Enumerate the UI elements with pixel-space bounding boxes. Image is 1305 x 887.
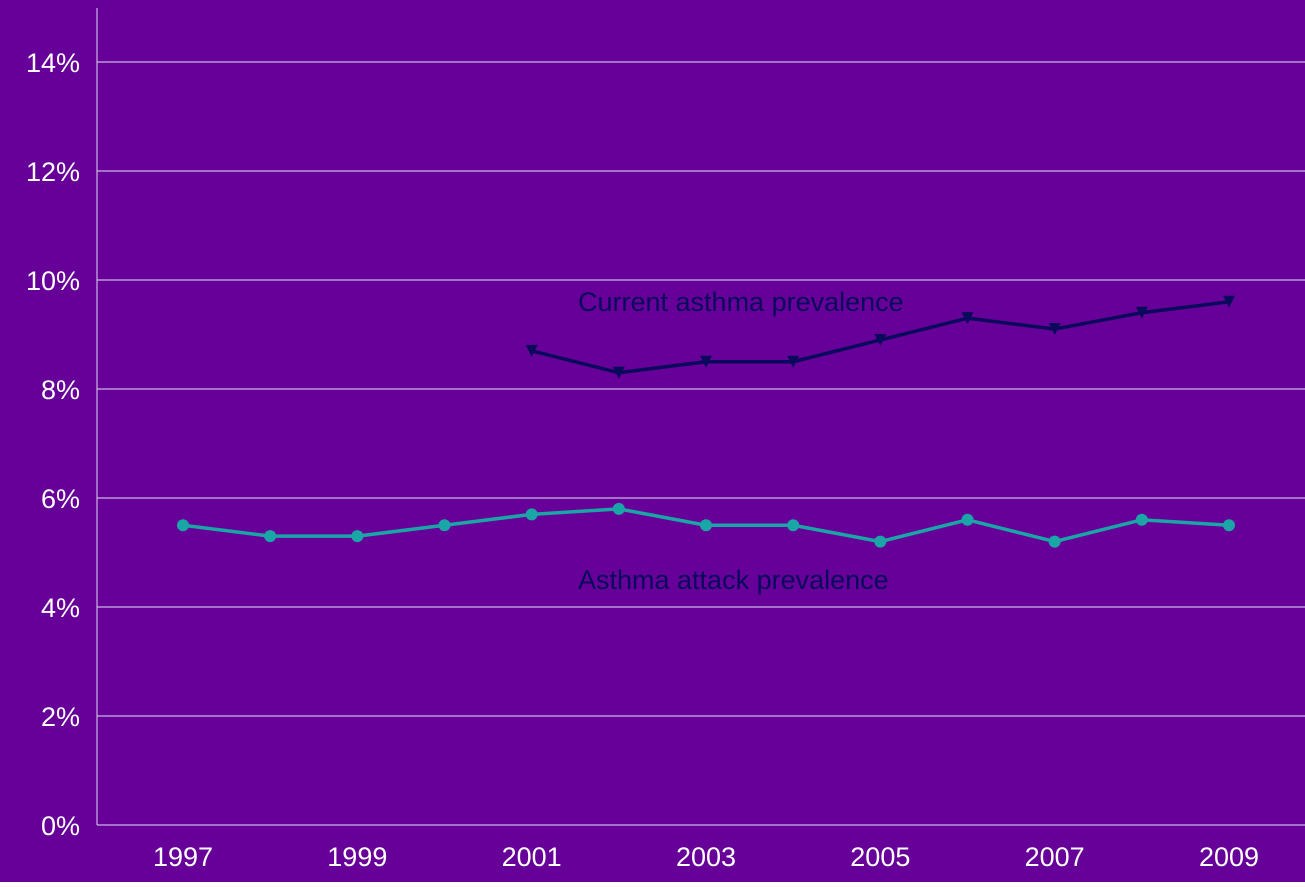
y-tick-label: 6%	[41, 484, 80, 514]
data-point-asthma-attack-prevalence	[961, 513, 974, 526]
y-tick-label: 8%	[41, 375, 80, 405]
axes: 0% 2% 4% 6% 8% 10% 12% 14% 1997 1999 2001 2003 2005 2…	[26, 8, 1305, 872]
data-point-current-asthma-prevalence	[961, 312, 974, 325]
data-point-asthma-attack-prevalence	[1135, 513, 1148, 526]
data-point-asthma-attack-prevalence	[525, 508, 538, 521]
y-tick-label: 12%	[26, 157, 80, 187]
series-labels: Current asthma prevalence Asthma attack …	[578, 287, 904, 595]
y-tick-label: 2%	[41, 702, 80, 732]
x-tick-label: 2005	[850, 842, 910, 872]
series-label-asthma-attack: Asthma attack prevalence	[578, 565, 889, 595]
data-point-asthma-attack-prevalence	[351, 530, 364, 543]
y-tick-label: 10%	[26, 266, 80, 296]
x-tick-label: 1999	[327, 842, 387, 872]
series-layer	[177, 295, 1235, 548]
data-point-asthma-attack-prevalence	[1223, 519, 1235, 532]
data-point-asthma-attack-prevalence	[612, 502, 625, 515]
y-tick-label: 4%	[41, 593, 80, 623]
data-point-asthma-attack-prevalence	[1048, 535, 1061, 548]
data-point-current-asthma-prevalence	[612, 366, 625, 379]
data-point-current-asthma-prevalence	[525, 344, 538, 357]
data-point-current-asthma-prevalence	[874, 333, 887, 346]
gridlines	[97, 61, 1305, 717]
series-label-current-asthma: Current asthma prevalence	[578, 287, 904, 317]
data-point-current-asthma-prevalence	[1223, 295, 1235, 308]
x-tick-label: 1997	[153, 842, 213, 872]
data-point-current-asthma-prevalence	[1135, 306, 1148, 319]
data-point-asthma-attack-prevalence	[787, 519, 800, 532]
x-tick-label: 2001	[502, 842, 562, 872]
data-point-asthma-attack-prevalence	[438, 519, 451, 532]
x-tick-label: 2003	[676, 842, 736, 872]
x-tick-label: 2007	[1025, 842, 1085, 872]
data-point-asthma-attack-prevalence	[264, 530, 277, 543]
data-point-current-asthma-prevalence	[700, 355, 712, 368]
data-point-asthma-attack-prevalence	[700, 519, 712, 532]
x-tick-label: 2009	[1199, 842, 1259, 872]
data-point-current-asthma-prevalence	[787, 355, 800, 368]
data-point-asthma-attack-prevalence	[874, 535, 887, 548]
y-tick-label: 14%	[26, 48, 80, 78]
data-point-current-asthma-prevalence	[1048, 323, 1061, 336]
y-tick-label: 0%	[41, 811, 80, 841]
data-point-asthma-attack-prevalence	[177, 519, 189, 532]
